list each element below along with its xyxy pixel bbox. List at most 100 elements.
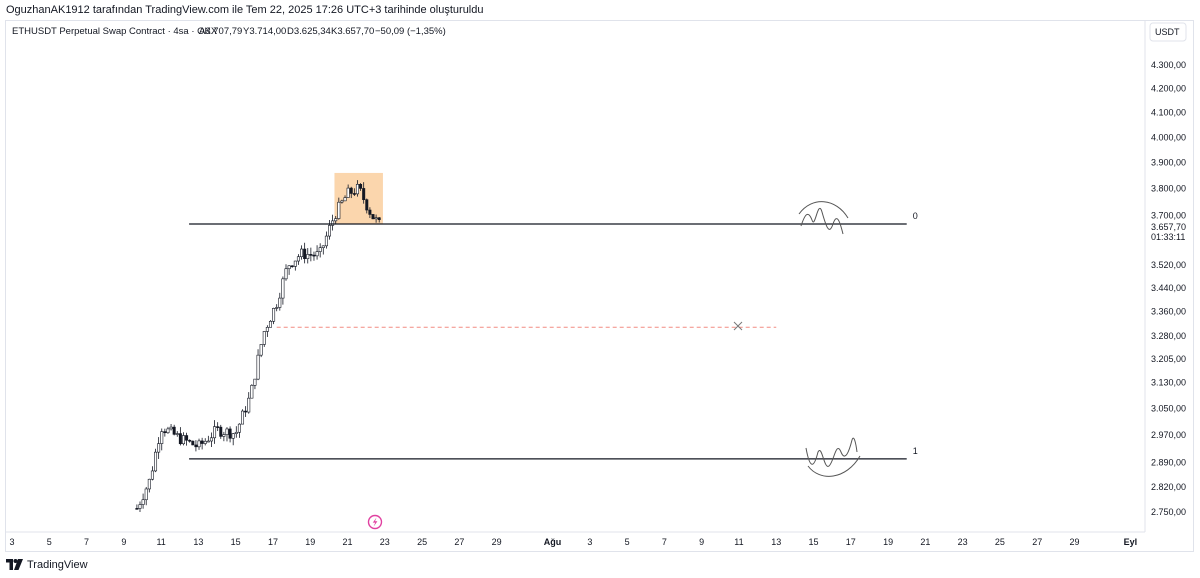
time-tick-label: 15	[809, 537, 819, 547]
candle-up	[278, 297, 282, 308]
candle-up	[318, 247, 322, 252]
candle-up	[337, 201, 341, 219]
time-tick-label: 29	[492, 537, 502, 547]
currency-label: USDT	[1155, 27, 1180, 37]
candle-up	[141, 499, 145, 505]
candle-down	[135, 508, 139, 510]
candle-up	[234, 431, 238, 434]
legend-high: Y3.714,00	[243, 26, 286, 37]
candle-down	[362, 188, 366, 200]
price-tick-label: 3.050,00	[1151, 403, 1186, 413]
candlestick-chart[interactable]: ETHUSDT Perpetual Swap Contract · 4sa · …	[0, 0, 1200, 556]
candle-down	[377, 217, 381, 220]
candle-up	[166, 428, 170, 434]
candle-up	[287, 265, 291, 270]
price-tick-label: 3.800,00	[1151, 184, 1186, 194]
price-tick-label: 3.520,00	[1151, 260, 1186, 270]
candle-up	[293, 260, 297, 267]
time-tick-label: 21	[920, 537, 930, 547]
time-tick-label: 17	[846, 537, 856, 547]
time-tick-label: 5	[47, 537, 52, 547]
time-tick-label: 13	[771, 537, 781, 547]
tradingview-brand[interactable]: TradingView	[6, 559, 88, 571]
price-tick-label: 3.205,00	[1151, 354, 1186, 364]
candle-down	[188, 439, 192, 442]
currency-button[interactable]: USDT	[1149, 22, 1187, 42]
candle-up	[275, 307, 279, 309]
candle-down	[185, 435, 189, 441]
time-tick-label: 21	[343, 537, 353, 547]
legend-close: K3.657,70	[331, 26, 374, 37]
price-tick-label: 3.280,00	[1151, 331, 1186, 341]
time-tick-label: 23	[958, 537, 968, 547]
candle-up	[206, 440, 210, 443]
time-tick-label: 25	[417, 537, 427, 547]
time-tick-label: 17	[268, 537, 278, 547]
price-tick-label: 2.820,00	[1151, 482, 1186, 492]
last-price-label: 3.657,70	[1151, 222, 1186, 232]
time-tick-label: Ağu	[544, 537, 562, 547]
candle-down	[178, 433, 182, 445]
tradingview-logo-icon	[6, 559, 23, 570]
price-tick-label: 3.440,00	[1151, 283, 1186, 293]
candle-up	[321, 245, 325, 248]
candle-up	[144, 488, 148, 501]
time-tick-label: 3	[587, 537, 592, 547]
time-tick-label: 9	[699, 537, 704, 547]
candle-up	[175, 433, 179, 435]
candle-up	[225, 428, 229, 435]
candle-up	[315, 251, 319, 257]
candle-up	[169, 426, 173, 430]
candle-up	[241, 410, 245, 425]
squiggle-bottom-drawing[interactable]	[805, 437, 861, 477]
level-label: 0	[913, 211, 918, 221]
time-tick-label: 19	[883, 537, 893, 547]
price-tick-label: 4.000,00	[1151, 132, 1186, 142]
candle-up	[262, 331, 266, 345]
price-tick-label: 4.100,00	[1151, 108, 1186, 118]
price-tick-label: 3.360,00	[1151, 307, 1186, 317]
price-tick-label: 3.130,00	[1151, 378, 1186, 388]
countdown-label: 01:33:11	[1151, 232, 1185, 242]
squiggle-top-drawing[interactable]	[798, 201, 849, 235]
highlight-box-layer	[334, 172, 383, 224]
time-tick-label: 29	[1069, 537, 1079, 547]
candle-up	[150, 470, 154, 480]
candle-down	[216, 426, 220, 428]
candle-up	[154, 451, 158, 472]
candle-up	[247, 397, 251, 413]
candle-up	[328, 225, 332, 237]
candle-up	[281, 278, 285, 299]
candle-up	[250, 385, 254, 399]
highlight-box	[334, 172, 383, 224]
candle-up	[181, 435, 185, 445]
candle-down	[368, 209, 372, 215]
candle-down	[191, 440, 195, 446]
candle-up	[268, 320, 272, 328]
time-tick-label: 3	[9, 537, 14, 547]
chart-frame	[5, 20, 1194, 552]
candle-down	[303, 248, 307, 259]
candle-up	[306, 254, 310, 259]
candle-up	[340, 200, 344, 203]
candle-down	[172, 426, 176, 435]
time-tick-label: 11	[156, 537, 165, 547]
price-tick-label: 2.970,00	[1151, 430, 1186, 440]
price-tick-label: 2.750,00	[1151, 507, 1186, 517]
candle-up	[296, 256, 300, 262]
candle-up	[346, 187, 350, 198]
candle-down	[194, 444, 198, 448]
candle-up	[343, 197, 347, 202]
candle-up	[256, 354, 260, 380]
price-tick-label: 3.700,00	[1151, 210, 1186, 220]
time-tick-label: 27	[1032, 537, 1042, 547]
time-tick-label: 5	[625, 537, 630, 547]
candle-up	[300, 248, 304, 258]
candle-down	[200, 440, 204, 444]
candle-down	[163, 431, 167, 434]
time-tick-label: Eyl	[1124, 537, 1138, 547]
cross-mark-drawing[interactable]	[733, 321, 743, 331]
lightning-event-icon[interactable]	[367, 514, 383, 530]
price-axis-ticks: 4.300,00 4.200,00 4.100,00 4.000,00 3.900,00…	[1151, 60, 1186, 517]
price-tick-label: 3.900,00	[1151, 158, 1186, 168]
